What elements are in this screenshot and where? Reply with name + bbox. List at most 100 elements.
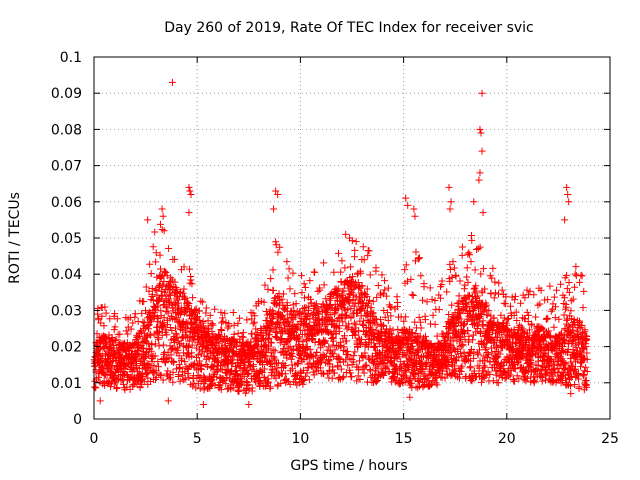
data-point — [563, 271, 571, 279]
data-point — [509, 376, 517, 384]
data-point — [571, 381, 579, 389]
data-point — [111, 371, 119, 379]
data-point — [343, 337, 351, 345]
data-point — [481, 306, 489, 314]
data-point — [162, 359, 170, 367]
data-point — [274, 248, 282, 256]
data-point — [544, 315, 552, 323]
data-point — [352, 238, 360, 246]
data-point — [456, 310, 464, 318]
data-point — [122, 327, 130, 335]
data-point — [449, 366, 457, 374]
data-point — [487, 290, 495, 298]
data-point — [140, 298, 148, 306]
data-point — [582, 363, 590, 371]
data-point — [184, 370, 192, 378]
data-point — [414, 384, 422, 392]
data-point — [148, 291, 156, 299]
data-point — [372, 342, 380, 350]
y-tick-label: 0.04 — [51, 267, 82, 283]
data-point — [155, 335, 163, 343]
data-point — [283, 258, 291, 266]
data-point — [479, 265, 487, 273]
data-point — [124, 330, 132, 338]
data-point — [302, 343, 310, 351]
data-point — [466, 251, 474, 259]
data-point — [415, 377, 423, 385]
data-point — [471, 266, 479, 274]
data-point — [526, 326, 534, 334]
data-point — [407, 332, 415, 340]
data-point — [165, 244, 173, 252]
data-point — [570, 315, 578, 323]
data-point — [478, 147, 486, 155]
y-tick-label: 0.1 — [60, 50, 82, 66]
data-point — [491, 278, 499, 286]
data-point — [458, 251, 466, 259]
data-point — [270, 205, 278, 213]
data-point — [563, 332, 571, 340]
data-point — [530, 378, 538, 386]
data-point — [408, 384, 416, 392]
data-point — [476, 125, 484, 133]
data-point — [567, 373, 575, 381]
data-point — [447, 198, 455, 206]
data-point — [428, 295, 436, 303]
data-point — [215, 330, 223, 338]
data-point — [498, 286, 506, 294]
data-point — [116, 330, 124, 338]
data-point — [346, 369, 354, 377]
data-point — [509, 347, 517, 355]
data-point — [193, 312, 201, 320]
data-point — [339, 318, 347, 326]
data-point — [357, 340, 365, 348]
data-point — [463, 273, 471, 281]
data-point — [477, 129, 485, 137]
data-point — [142, 307, 150, 315]
data-point — [328, 316, 336, 324]
data-point — [368, 325, 376, 333]
data-point — [266, 326, 274, 334]
data-point — [292, 300, 300, 308]
data-point — [320, 281, 328, 289]
data-point — [286, 380, 294, 388]
data-point — [146, 260, 154, 268]
data-point — [490, 294, 498, 302]
data-point — [351, 299, 359, 307]
data-point — [567, 367, 575, 375]
data-point — [133, 360, 141, 368]
data-point — [362, 328, 370, 336]
data-point — [537, 286, 545, 294]
data-point — [512, 308, 520, 316]
data-point — [528, 321, 536, 329]
data-point — [400, 368, 408, 376]
data-point — [151, 286, 159, 294]
data-point — [189, 382, 197, 390]
data-point — [524, 311, 532, 319]
data-point — [258, 369, 266, 377]
data-point — [156, 251, 164, 259]
data-point — [245, 385, 253, 393]
data-point — [365, 296, 373, 304]
data-point — [313, 348, 321, 356]
data-point — [458, 362, 466, 370]
data-point — [284, 274, 292, 282]
data-point — [148, 341, 156, 349]
data-point — [538, 324, 546, 332]
data-point — [386, 325, 394, 333]
data-point — [206, 337, 214, 345]
data-point — [157, 265, 165, 273]
data-point — [334, 314, 342, 322]
data-point — [348, 373, 356, 381]
data-point — [458, 353, 466, 361]
data-point — [335, 285, 343, 293]
data-point — [307, 295, 315, 303]
data-point — [523, 374, 531, 382]
data-point — [197, 361, 205, 369]
data-point — [129, 319, 137, 327]
data-point — [288, 365, 296, 373]
data-point — [550, 323, 558, 331]
data-point — [511, 365, 519, 373]
data-point — [394, 370, 402, 378]
data-point — [464, 278, 472, 286]
